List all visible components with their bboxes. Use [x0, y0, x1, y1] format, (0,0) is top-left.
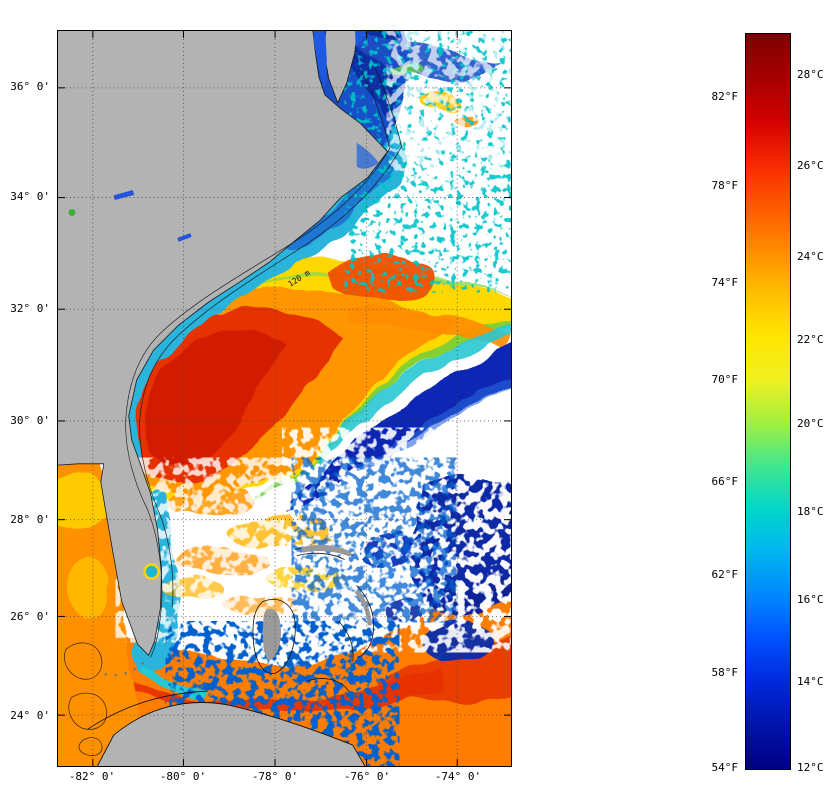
- colorbar-label-c: 26°C: [797, 159, 824, 172]
- colorbar-label-c: 22°C: [797, 333, 824, 346]
- y-axis-tick-label: 28° 0': [10, 513, 50, 526]
- colorbar-label-f: 62°F: [711, 568, 739, 581]
- colorbar-label-f: 58°F: [711, 666, 739, 679]
- bathymetry-contours: [64, 66, 402, 756]
- delaware-bay: [355, 31, 366, 47]
- colorbar-label-f: 70°F: [711, 373, 739, 386]
- colorbar-label-f: 78°F: [711, 179, 739, 192]
- colorbar-label-c: 14°C: [797, 675, 824, 688]
- colorbar-label-f: 82°F: [711, 90, 739, 103]
- cuba: [96, 702, 366, 766]
- x-axis-tick-label: -76° 0': [343, 770, 391, 783]
- colorbar-celsius-scale: 28°C 26°C 24°C 22°C 20°C 18°C 16°C 14°C …: [795, 33, 832, 774]
- colorbar-label-c: 28°C: [797, 68, 824, 81]
- colorbar-label-c: 20°C: [797, 417, 824, 430]
- y-axis-tick-label: 24° 0': [10, 709, 50, 722]
- x-axis-tick-label: -74° 0': [434, 770, 482, 783]
- colorbar-label-c: 16°C: [797, 593, 824, 606]
- x-axis-tick-label: -82° 0': [68, 770, 116, 783]
- colorbar-label-c: 12°C: [797, 761, 824, 774]
- florida-keys: [104, 661, 144, 677]
- pamlico-sound: [356, 142, 379, 169]
- x-axis-tick-label: -78° 0': [251, 770, 299, 783]
- graticule: [58, 31, 511, 766]
- y-axis-tick-label: 32° 0': [10, 302, 50, 315]
- y-axis-tick-label: 30° 0': [10, 414, 50, 427]
- y-axis: 36° 0' 34° 0' 32° 0' 30° 0' 28° 0' 26° 0…: [0, 30, 54, 767]
- y-axis-tick-label: 34° 0': [10, 190, 50, 203]
- colorbar-label-c: 18°C: [797, 505, 824, 518]
- bahama-islands: [262, 544, 372, 661]
- y-axis-tick-label: 26° 0': [10, 610, 50, 623]
- land-mass: [58, 31, 389, 766]
- inland-lake: [68, 209, 76, 216]
- lake-okeechobee: [143, 563, 160, 580]
- inland-lake: [177, 233, 192, 242]
- y-axis-tick-label: 36° 0': [10, 80, 50, 93]
- colorbar-gradient: [746, 34, 790, 769]
- colorbar-label-f: 74°F: [711, 276, 739, 289]
- sst-map-image: [58, 31, 511, 766]
- chesapeake-bay: [313, 31, 327, 89]
- x-axis: -82° 0' -80° 0' -78° 0' -76° 0' -74° 0': [57, 770, 512, 786]
- colorbar-fahrenheit-scale: 82°F 78°F 74°F 70°F 66°F 62°F 58°F 54°F: [696, 33, 742, 774]
- axis-ticks: [58, 31, 511, 766]
- colorbar-label-c: 24°C: [797, 250, 824, 263]
- colorbar-label-f: 54°F: [711, 761, 739, 774]
- colorbar-label-f: 66°F: [711, 475, 739, 488]
- map-plot: 120 m: [57, 30, 512, 767]
- x-axis-tick-label: -80° 0': [159, 770, 207, 783]
- colorbar: [745, 33, 791, 770]
